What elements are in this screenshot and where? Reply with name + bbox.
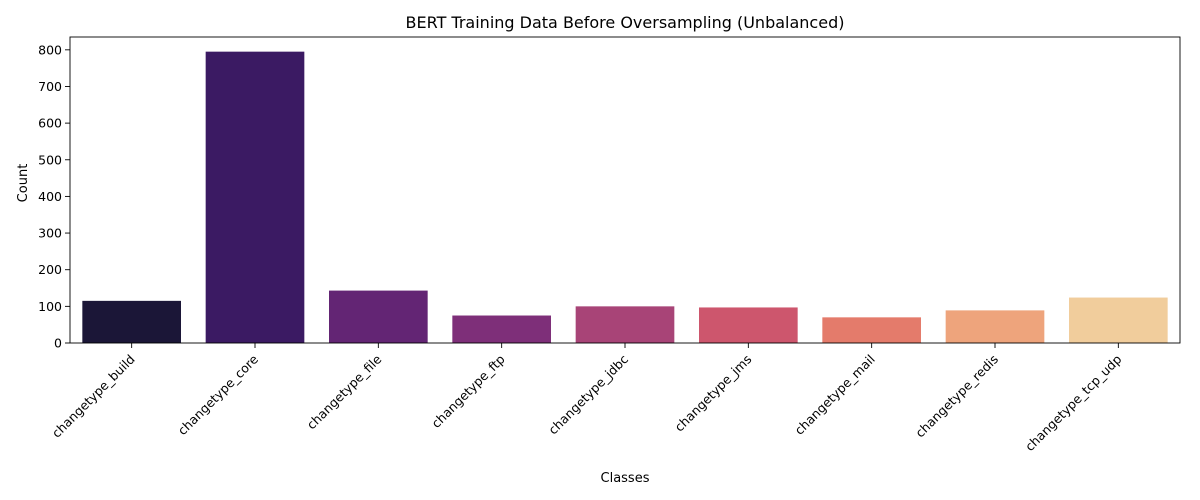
- bar-changetype_build: [82, 300, 181, 343]
- y-axis-label: Count: [16, 164, 31, 203]
- x-tick-label: changetype_jdbc: [545, 351, 631, 437]
- y-tick-label: 500: [38, 152, 62, 167]
- y-tick-label: 100: [38, 299, 62, 314]
- y-axis-ticks: 0 100 200 300 400 500 600 700 800: [38, 42, 70, 351]
- y-tick-label: 0: [54, 336, 62, 351]
- bar-changetype_ftp: [452, 315, 551, 343]
- bar-changetype_redis: [945, 310, 1045, 343]
- x-tick-label: changetype_file: [304, 351, 385, 432]
- x-axis-ticks: changetype_build changetype_core changetyp…: [49, 343, 1125, 454]
- x-tick-label: changetype_tcp_udp: [1022, 351, 1125, 454]
- y-tick-label: 400: [38, 189, 62, 204]
- x-tick-label: changetype_redis: [912, 352, 1001, 441]
- x-tick-label: changetype_mail: [792, 352, 878, 438]
- x-tick-label: changetype_core: [175, 351, 262, 438]
- x-tick-label: changetype_ftp: [428, 351, 507, 430]
- bar-changetype_core: [205, 51, 305, 343]
- bar-changetype_mail: [822, 317, 921, 343]
- bar-changetype_jdbc: [575, 306, 675, 343]
- y-tick-label: 700: [38, 79, 62, 94]
- bar-changetype_jms: [699, 307, 798, 343]
- chart-title: BERT Training Data Before Oversampling (…: [406, 13, 845, 32]
- y-tick-label: 200: [38, 262, 62, 277]
- bar-changetype_tcp_udp: [1069, 297, 1168, 343]
- x-tick-label: changetype_build: [49, 352, 138, 441]
- bars-group: [82, 51, 1168, 343]
- y-tick-label: 600: [38, 116, 62, 131]
- y-tick-label: 300: [38, 226, 62, 241]
- bar-changetype_file: [329, 290, 428, 343]
- x-tick-label: changetype_jms: [671, 352, 754, 435]
- plot-frame: [69, 36, 1181, 344]
- y-tick-label: 800: [38, 42, 62, 57]
- x-axis-label: Classes: [601, 471, 650, 486]
